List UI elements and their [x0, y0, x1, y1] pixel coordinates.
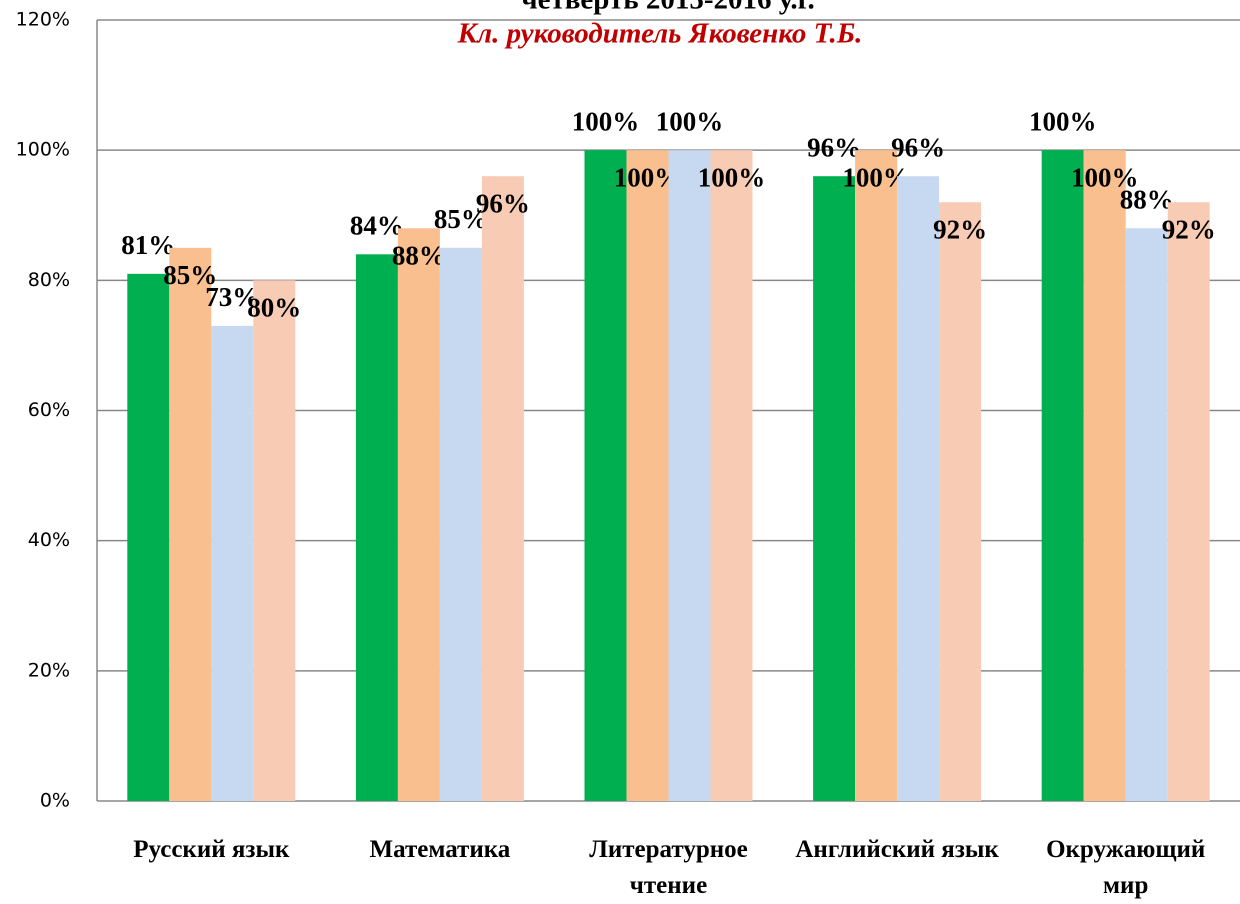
data-label: 100%	[1029, 106, 1097, 136]
x-tick-label: Литературное чтение	[589, 836, 748, 899]
data-label: 96%	[476, 188, 530, 218]
x-tick-label: Русский язык	[133, 836, 290, 863]
y-tick-label: 0%	[40, 790, 70, 812]
chart-subtitle: Кл. руководитель Яковенко Т.Б.	[457, 18, 863, 50]
bar	[897, 176, 940, 801]
x-tick-label: Окружающий мир	[1046, 836, 1206, 899]
bar	[439, 247, 482, 801]
data-label: 100%	[572, 106, 640, 136]
y-tick-label: 100%	[16, 139, 70, 161]
data-label: 88%	[1120, 184, 1174, 214]
y-tick-label: 120%	[16, 9, 70, 31]
bar	[355, 254, 398, 802]
data-label: 88%	[392, 240, 446, 270]
bar	[939, 202, 982, 801]
data-label: 100%	[698, 162, 766, 192]
y-tick-label: 40%	[28, 529, 70, 551]
bar	[169, 247, 212, 801]
bar	[397, 228, 440, 801]
bar	[855, 150, 898, 801]
bar	[626, 150, 669, 801]
bar	[211, 325, 254, 801]
data-label: 100%	[1071, 162, 1139, 192]
bar	[1041, 150, 1084, 801]
y-tick-label: 80%	[28, 269, 70, 291]
data-label: 73%	[205, 282, 259, 312]
bar	[1167, 202, 1210, 801]
data-label: 100%	[656, 106, 724, 136]
data-label: 92%	[933, 214, 987, 244]
data-label: 85%	[434, 204, 488, 234]
bar	[1125, 228, 1168, 801]
bar	[127, 273, 170, 801]
bar	[1083, 150, 1126, 801]
chart-title: четверть 2015-2016 у.г.	[521, 0, 814, 16]
data-label: 84%	[350, 211, 404, 241]
y-tick-label: 20%	[28, 659, 70, 681]
data-label: 96%	[891, 132, 945, 162]
bar	[584, 150, 627, 801]
data-label: 92%	[1162, 214, 1216, 244]
bar	[668, 150, 711, 801]
data-label: 81%	[121, 230, 175, 260]
x-tick-label: Математика	[369, 836, 511, 863]
data-label: 80%	[247, 293, 301, 323]
data-label: 96%	[807, 132, 861, 162]
y-tick-label: 60%	[28, 399, 70, 421]
bar	[813, 176, 856, 801]
bar	[253, 280, 296, 801]
bar	[481, 176, 524, 801]
bar	[710, 150, 753, 801]
x-tick-label: Английский язык	[795, 836, 999, 863]
data-label: 85%	[163, 260, 217, 290]
